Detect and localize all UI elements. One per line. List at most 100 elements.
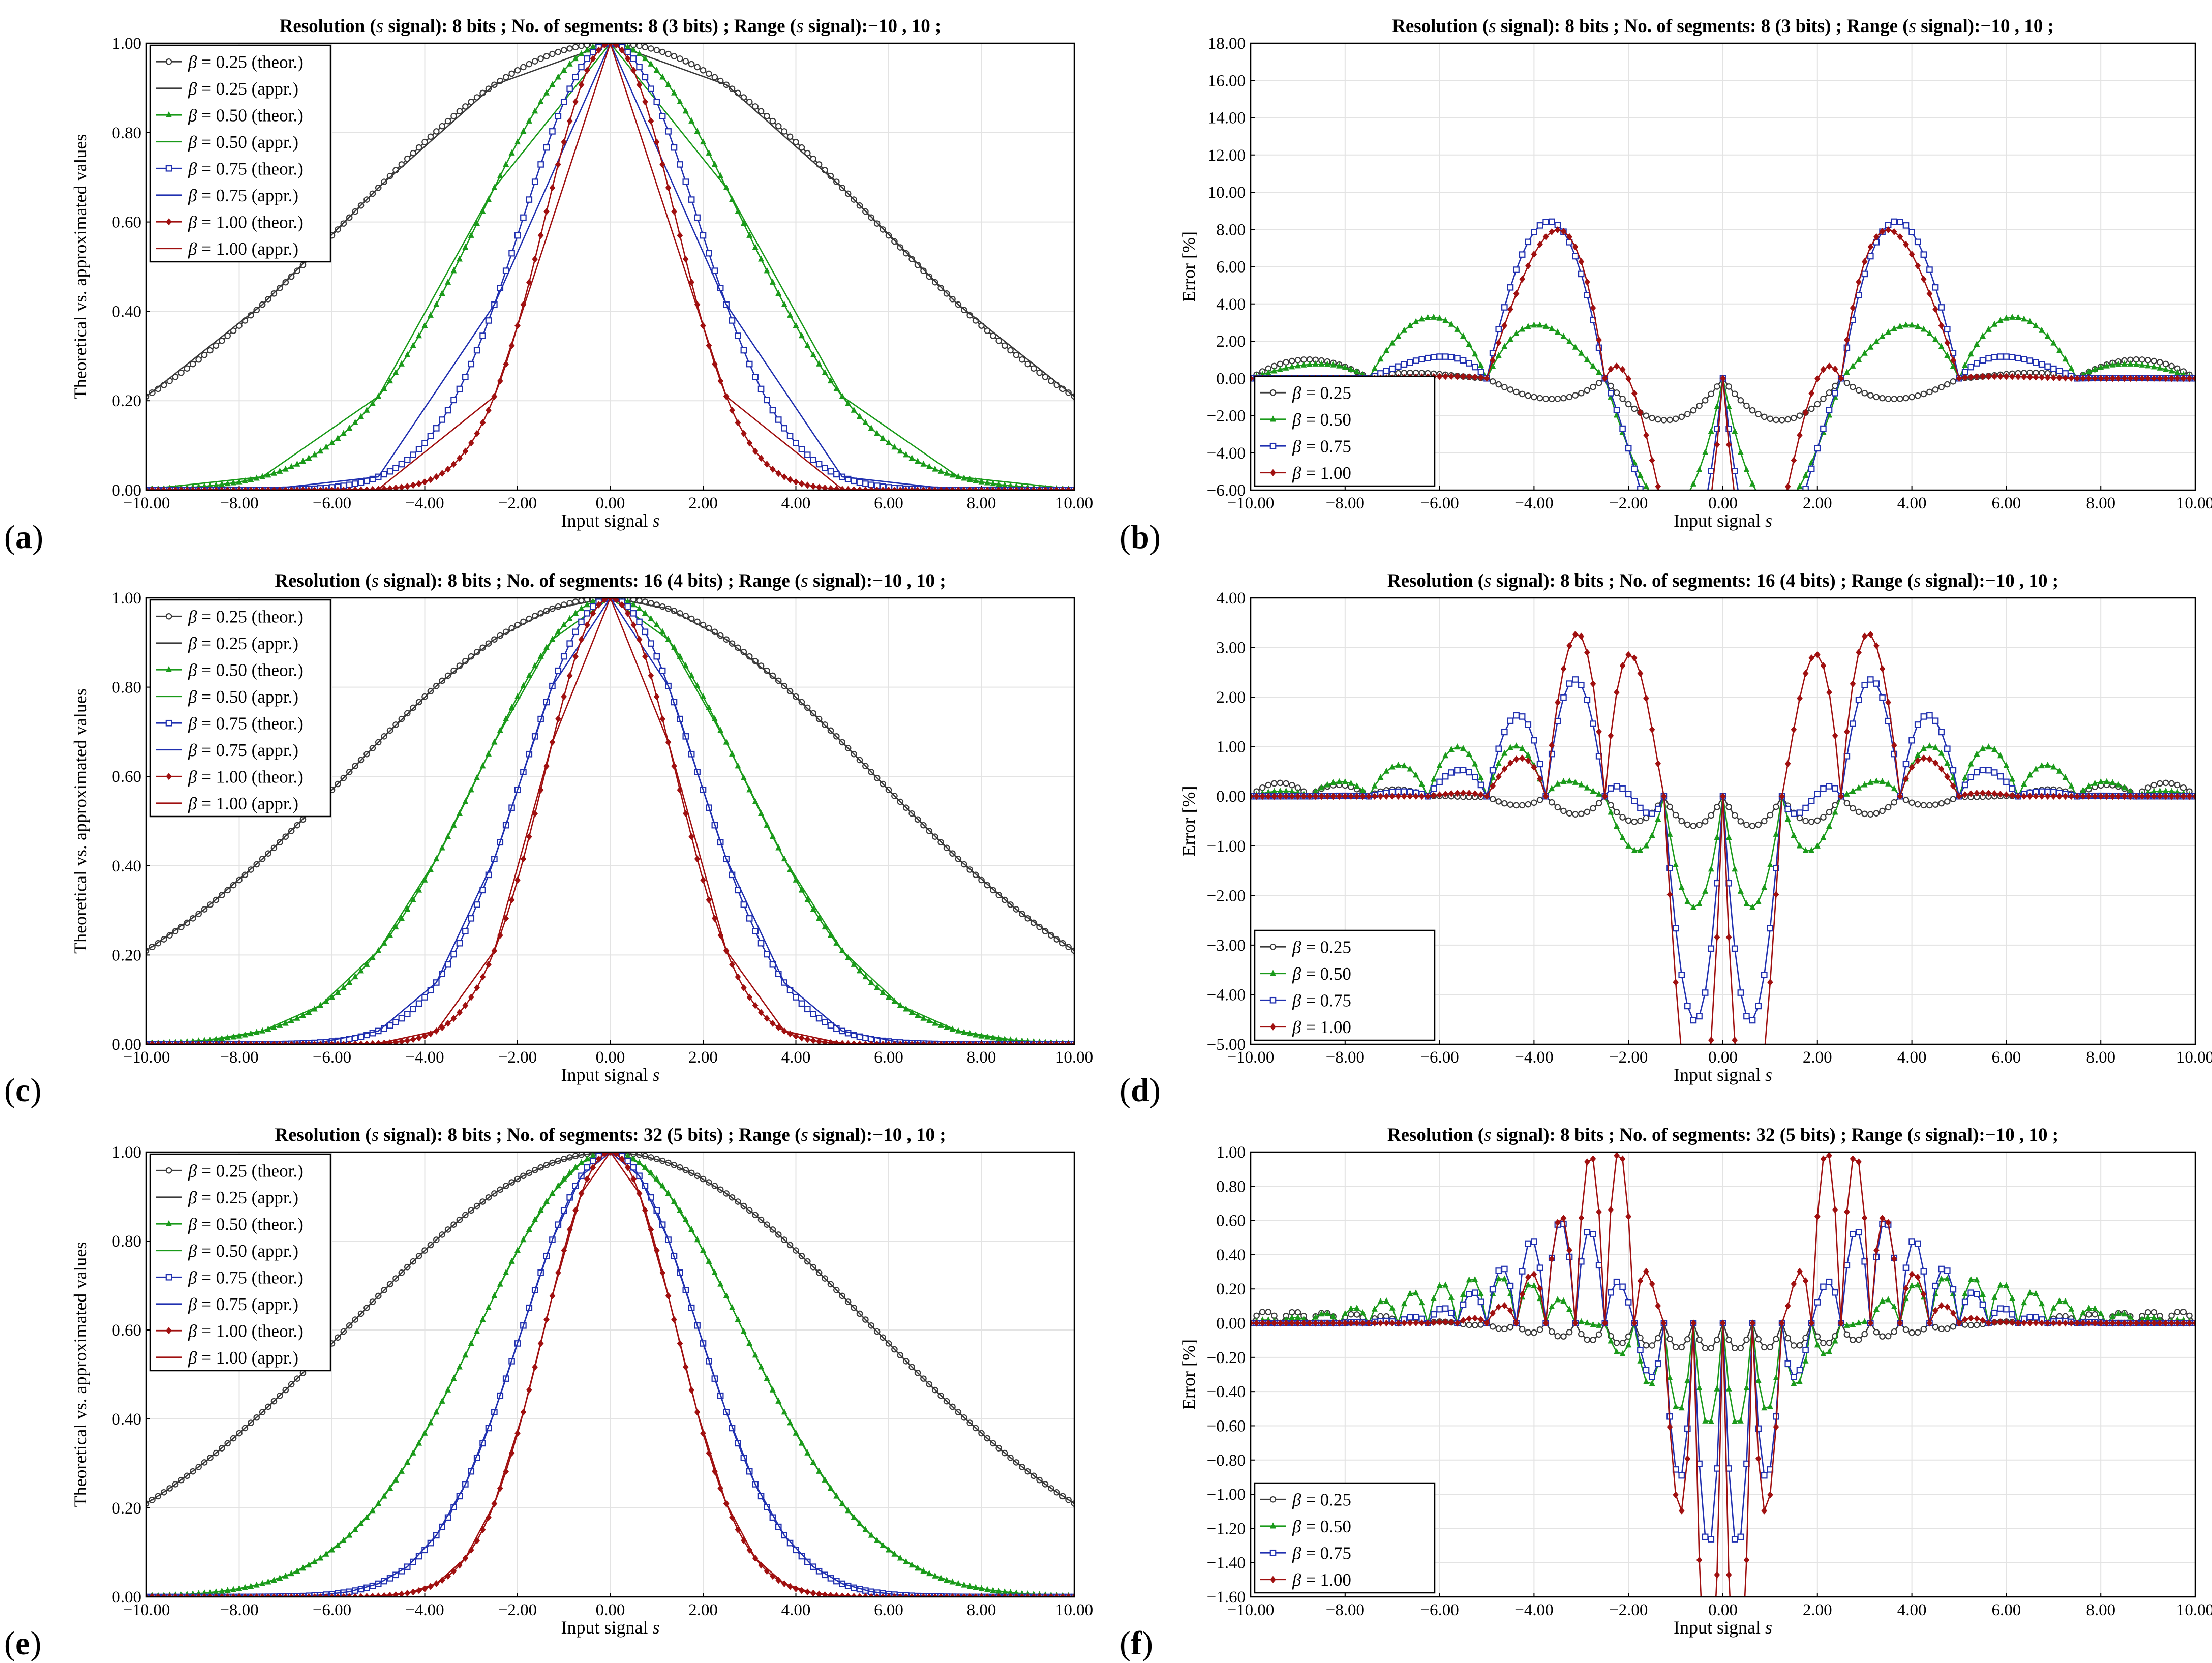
data-point	[1649, 457, 1655, 464]
data-point	[1743, 1336, 1750, 1343]
data-point	[566, 85, 573, 93]
data-point	[1826, 809, 1833, 815]
data-point	[2039, 374, 2045, 381]
data-point	[1814, 445, 1821, 452]
y-tick-label: −1.00	[1207, 1486, 1246, 1504]
data-point	[1501, 1325, 1508, 1333]
data-point	[1974, 360, 1980, 367]
data-point	[2133, 375, 2139, 382]
data-point	[161, 1041, 167, 1044]
data-point	[1737, 1345, 1744, 1351]
data-point	[1678, 413, 1685, 420]
data-point	[1507, 1324, 1514, 1331]
data-point	[665, 50, 672, 57]
data-point	[1489, 796, 1496, 803]
data-point	[1997, 317, 2004, 323]
data-point	[1997, 1305, 2004, 1312]
data-point	[1897, 322, 1903, 329]
legend-entry: β = 0.50 (appr.)	[156, 132, 298, 152]
data-point	[1572, 343, 1579, 350]
data-point	[555, 48, 562, 55]
data-point	[833, 485, 840, 490]
data-point	[1908, 799, 1915, 806]
data-point	[2050, 374, 2057, 381]
data-point	[2080, 787, 2086, 793]
data-point	[1584, 808, 1591, 815]
legend-label: β = 0.50 (appr.)	[188, 132, 298, 152]
data-point	[1277, 779, 1284, 787]
data-point	[1666, 1423, 1673, 1431]
data-point	[1974, 341, 1980, 347]
data-point	[1584, 387, 1591, 394]
x-tick-label: 6.00	[874, 1601, 903, 1619]
data-point	[1637, 1347, 1644, 1353]
data-point	[1519, 276, 1526, 283]
data-point	[300, 1041, 306, 1044]
data-point	[294, 1014, 300, 1021]
data-point	[1251, 375, 1254, 382]
data-point	[1460, 373, 1466, 380]
data-point	[804, 1006, 811, 1013]
data-point	[1678, 884, 1685, 890]
data-point	[804, 896, 811, 902]
data-point	[1891, 228, 1897, 235]
data-point	[1908, 1282, 1915, 1288]
data-point	[717, 377, 724, 385]
data-point	[1932, 801, 1939, 808]
data-point	[1548, 396, 1555, 403]
y-tick-label: 0.40	[112, 857, 141, 875]
data-point	[1967, 760, 1974, 767]
data-point	[1401, 793, 1407, 800]
data-point	[1042, 1041, 1048, 1044]
data-point	[230, 487, 236, 490]
data-point	[995, 337, 1003, 344]
y-tick-label: 0.00	[112, 1588, 141, 1607]
data-point	[1071, 1593, 1074, 1597]
data-point	[1013, 351, 1020, 358]
data-point	[1525, 1329, 1532, 1336]
data-point	[1832, 785, 1838, 792]
data-point	[764, 461, 770, 468]
data-point	[2168, 375, 2175, 382]
y-tick-label: 0.60	[112, 1321, 141, 1340]
data-point	[473, 901, 480, 908]
data-point	[346, 979, 353, 985]
legend-marker	[1269, 1549, 1277, 1556]
data-point	[816, 915, 823, 921]
data-point	[1330, 779, 1337, 785]
data-point	[404, 905, 411, 912]
data-point	[224, 332, 231, 339]
data-point	[1708, 812, 1715, 819]
data-point	[2150, 363, 2157, 370]
x-tick-label: −6.00	[1420, 494, 1459, 512]
data-point	[1761, 413, 1768, 420]
data-point	[1802, 670, 1809, 677]
data-point	[793, 1032, 799, 1040]
data-point	[1519, 390, 1526, 398]
data-point	[2080, 375, 2086, 382]
data-point	[288, 463, 295, 469]
data-point	[566, 615, 573, 621]
data-point	[416, 1034, 422, 1042]
data-point	[1348, 366, 1354, 372]
data-point	[822, 1038, 828, 1044]
data-point	[1531, 394, 1537, 401]
data-point	[827, 377, 834, 384]
data-point	[920, 1593, 927, 1597]
data-point	[2039, 1300, 2045, 1307]
data-point	[1265, 1319, 1271, 1327]
data-point	[1413, 1289, 1419, 1296]
data-point	[1342, 364, 1348, 370]
chart-title: Resolution (s signal): 8 bits ; No. of s…	[280, 16, 942, 37]
data-point	[277, 1041, 283, 1044]
data-point	[317, 447, 324, 454]
data-point	[1826, 1339, 1833, 1346]
data-point	[248, 476, 254, 482]
legend-marker	[165, 719, 172, 727]
panel-label: (b)	[1119, 519, 1161, 556]
data-point	[363, 406, 370, 413]
data-point	[1737, 448, 1744, 455]
data-point	[410, 1036, 416, 1043]
data-point	[2098, 1310, 2104, 1316]
y-tick-label: 2.00	[1216, 332, 1246, 351]
